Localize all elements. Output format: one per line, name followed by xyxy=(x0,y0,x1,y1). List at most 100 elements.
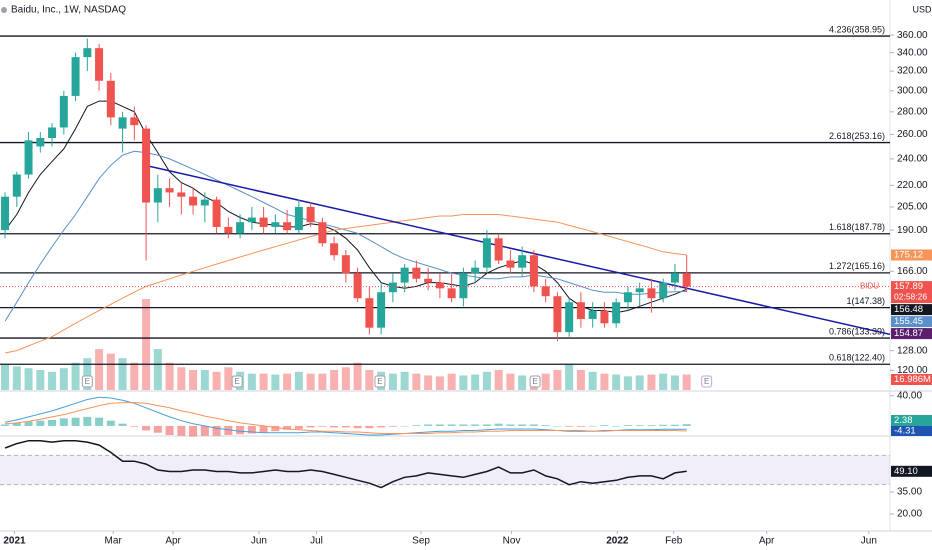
candle-body xyxy=(400,267,409,283)
macd-histogram xyxy=(71,417,80,426)
moving-average xyxy=(4,150,687,322)
candle-body xyxy=(682,273,691,287)
macd-histogram xyxy=(1,424,10,426)
candle-body xyxy=(106,80,115,118)
candle-body xyxy=(118,117,127,129)
candle-body xyxy=(635,288,644,293)
macd-histogram xyxy=(165,425,174,435)
candle-body xyxy=(130,117,139,126)
currency-label: USD xyxy=(912,4,932,14)
macd-histogram xyxy=(659,424,668,426)
rsi-line xyxy=(4,439,687,489)
volume-bar xyxy=(518,375,527,390)
macd-histogram xyxy=(200,425,209,436)
candle-body xyxy=(435,282,444,289)
macd-histogram xyxy=(236,425,245,435)
macd-histogram xyxy=(24,421,33,426)
candle-body xyxy=(612,302,621,324)
macd-histogram xyxy=(306,425,315,428)
candle-body xyxy=(294,206,303,231)
fib-label: 4.236(358.95) xyxy=(829,24,885,34)
candle-body xyxy=(494,238,503,261)
candle-body xyxy=(447,288,456,299)
candle-body xyxy=(412,267,421,279)
candle-body xyxy=(1,196,10,231)
macd-histogram xyxy=(142,425,151,431)
main-pane: 4.236(358.95) 2.618(253.16) 1.618(187.78) 1… xyxy=(0,24,890,390)
macd-histogram xyxy=(224,425,233,435)
volume-bar xyxy=(306,373,315,390)
candle-body xyxy=(424,278,433,283)
candle-body xyxy=(353,273,362,299)
event-label: E xyxy=(704,377,709,386)
price-badge-label: 156.48 xyxy=(894,304,923,315)
macd-histogram xyxy=(59,418,68,426)
macd-histogram xyxy=(283,425,292,430)
y-tick-label: 40.00 xyxy=(897,390,922,401)
y-tick-label: 260.00 xyxy=(897,129,928,140)
candle-body xyxy=(247,217,256,223)
candle-body xyxy=(318,222,327,244)
moving-average xyxy=(4,214,687,354)
macd-line xyxy=(5,396,687,436)
macd-histogram xyxy=(247,425,256,434)
event-marker xyxy=(529,375,541,388)
volume-bar xyxy=(588,371,597,390)
macd-histogram xyxy=(12,422,21,426)
volume-bar xyxy=(330,370,339,390)
volume-bar xyxy=(600,373,609,390)
volume-bar xyxy=(447,373,456,390)
volume-bar xyxy=(165,362,174,390)
candle-body xyxy=(95,48,104,81)
candle-body xyxy=(659,282,668,299)
volume-bar xyxy=(294,371,303,390)
volume-bar xyxy=(424,375,433,390)
y-tick-label: 205.00 xyxy=(897,202,928,213)
candle-body xyxy=(271,222,280,227)
y-tick-label: 166.00 xyxy=(897,266,928,277)
fib-label: 1.272(165.16) xyxy=(829,261,885,271)
volume-bar xyxy=(682,374,691,390)
volume-bar xyxy=(482,371,491,390)
macd-histogram xyxy=(271,425,280,432)
candle-body xyxy=(647,288,656,299)
macd-histogram xyxy=(565,425,574,427)
y-tick-label: 20.00 xyxy=(897,509,922,520)
x-tick-label: 2021 xyxy=(3,536,26,547)
macd-histogram xyxy=(612,425,621,427)
candle-body xyxy=(306,206,315,223)
volume-bar xyxy=(565,364,574,390)
macd-histogram xyxy=(588,425,597,427)
event-label: E xyxy=(532,377,537,386)
macd-histogram xyxy=(48,419,57,426)
volume-bar xyxy=(400,371,409,390)
rsi-badge-label: 49.10 xyxy=(894,466,918,477)
candle-body xyxy=(236,222,245,234)
candle-body xyxy=(165,188,174,193)
candle-body xyxy=(283,222,292,231)
macd-histogram xyxy=(435,424,444,426)
candle-body xyxy=(553,296,562,333)
x-tick-label: Feb xyxy=(665,536,683,547)
candle-body xyxy=(506,260,515,268)
macd-histogram xyxy=(682,424,691,426)
volume-bar xyxy=(471,374,480,390)
x-tick-label: Jun xyxy=(251,536,267,547)
event-label: E xyxy=(85,377,90,386)
candle-body xyxy=(36,137,45,147)
candle-body xyxy=(365,298,374,328)
volume-bar xyxy=(612,374,621,390)
volume-bar xyxy=(506,373,515,390)
candle-body xyxy=(200,199,209,206)
event-label: E xyxy=(234,377,239,386)
candle-body xyxy=(518,255,527,268)
candle-body xyxy=(12,174,21,197)
macd-histogram xyxy=(189,425,198,437)
candle-body xyxy=(459,273,468,299)
macd-histogram xyxy=(177,425,186,436)
volume-bar xyxy=(271,374,280,390)
volume-bar xyxy=(553,370,562,390)
macd-histogram xyxy=(447,424,456,426)
price-badge xyxy=(891,328,932,340)
macd-histogram xyxy=(459,424,468,426)
